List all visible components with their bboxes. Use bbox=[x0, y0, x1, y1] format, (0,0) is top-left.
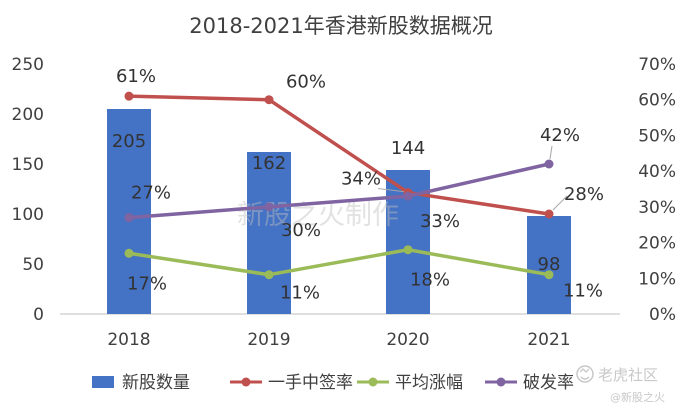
bar bbox=[107, 109, 151, 314]
line-data-label: 18% bbox=[410, 270, 450, 291]
line-data-label: 33% bbox=[420, 211, 460, 232]
legend-label: 一手中签率 bbox=[268, 373, 353, 393]
bar-data-label: 162 bbox=[252, 153, 286, 174]
line-data-label: 28% bbox=[564, 184, 604, 205]
label-leader-line bbox=[549, 145, 553, 160]
right-tick-label: 70% bbox=[638, 55, 676, 75]
label-leader-line bbox=[377, 188, 405, 193]
line-data-label: 61% bbox=[116, 66, 156, 87]
left-tick-label: 0 bbox=[33, 305, 44, 325]
legend-marker bbox=[241, 377, 251, 387]
bar bbox=[247, 152, 291, 314]
legend-marker bbox=[368, 377, 378, 387]
bar-data-label: 144 bbox=[391, 138, 425, 159]
series-line bbox=[128, 247, 550, 277]
series-point bbox=[544, 209, 554, 219]
left-tick-label: 100 bbox=[12, 205, 44, 225]
legend-label: 平均涨幅 bbox=[395, 373, 463, 393]
line-data-label: 30% bbox=[281, 220, 321, 241]
left-axis: 0 50 100 150 200 250 bbox=[12, 55, 44, 325]
watermark-center: 新股之火制作 bbox=[237, 200, 399, 231]
right-tick-label: 50% bbox=[638, 126, 676, 146]
line-data-label: 17% bbox=[127, 273, 167, 294]
corner-brand: 老虎社区 bbox=[598, 366, 658, 384]
x-tick-label: 2019 bbox=[247, 330, 290, 350]
label-leader-line bbox=[552, 195, 568, 211]
legend-marker bbox=[496, 377, 506, 387]
series-line bbox=[128, 162, 550, 220]
right-tick-label: 60% bbox=[638, 91, 676, 111]
right-tick-label: 40% bbox=[638, 162, 676, 182]
series-point bbox=[403, 191, 413, 201]
chart-title: 2018-2021年香港新股数据概况 bbox=[189, 14, 492, 38]
left-tick-label: 250 bbox=[12, 55, 44, 75]
series-point bbox=[403, 245, 413, 255]
x-axis: 2018 2019 2020 2021 bbox=[107, 330, 570, 350]
line-series bbox=[124, 91, 554, 280]
series-point bbox=[124, 248, 134, 258]
right-tick-label: 20% bbox=[638, 234, 676, 254]
series-point bbox=[124, 91, 134, 101]
watermark-corner: 老虎社区 @新股之火 bbox=[576, 365, 665, 404]
legend-label: 破发率 bbox=[523, 373, 574, 393]
bar bbox=[527, 216, 571, 314]
corner-handle: @新股之火 bbox=[610, 390, 665, 404]
legend: 新股数量 一手中签率 平均涨幅 破发率 bbox=[92, 373, 574, 393]
line-data-label: 42% bbox=[540, 125, 580, 146]
x-tick-label: 2018 bbox=[107, 330, 150, 350]
line-data-label: 11% bbox=[563, 281, 603, 302]
series-point bbox=[544, 159, 554, 169]
series-point bbox=[544, 270, 554, 280]
bar-data-label: 98 bbox=[538, 254, 561, 275]
series-point bbox=[264, 95, 274, 105]
line-data-label: 34% bbox=[341, 169, 381, 190]
bar-series bbox=[107, 109, 571, 314]
data-labels: 205 162 144 98 61% 60% 34% 28% 17% 11% 18% 11% 27% 30… bbox=[112, 66, 604, 304]
left-tick-label: 50 bbox=[22, 255, 44, 275]
left-tick-label: 200 bbox=[12, 105, 44, 125]
line-data-label: 27% bbox=[131, 183, 171, 204]
right-axis: 0% 10% 20% 30% 40% 50% 60% 70% bbox=[638, 55, 676, 325]
series-line bbox=[128, 94, 550, 216]
line-data-label: 60% bbox=[286, 72, 326, 93]
bar-data-label: 205 bbox=[112, 131, 146, 152]
right-tick-label: 10% bbox=[638, 269, 676, 289]
right-tick-label: 0% bbox=[649, 305, 676, 325]
line-data-label: 11% bbox=[280, 283, 320, 304]
series-point bbox=[264, 202, 274, 212]
left-tick-label: 150 bbox=[12, 155, 44, 175]
tiger-logo-icon bbox=[576, 365, 594, 383]
x-tick-label: 2021 bbox=[527, 330, 570, 350]
legend-label: 新股数量 bbox=[122, 373, 190, 393]
series-point bbox=[264, 270, 274, 280]
legend-swatch bbox=[92, 376, 114, 388]
x-tick-label: 2020 bbox=[386, 330, 429, 350]
right-tick-label: 30% bbox=[638, 198, 676, 218]
series-point bbox=[124, 213, 134, 223]
